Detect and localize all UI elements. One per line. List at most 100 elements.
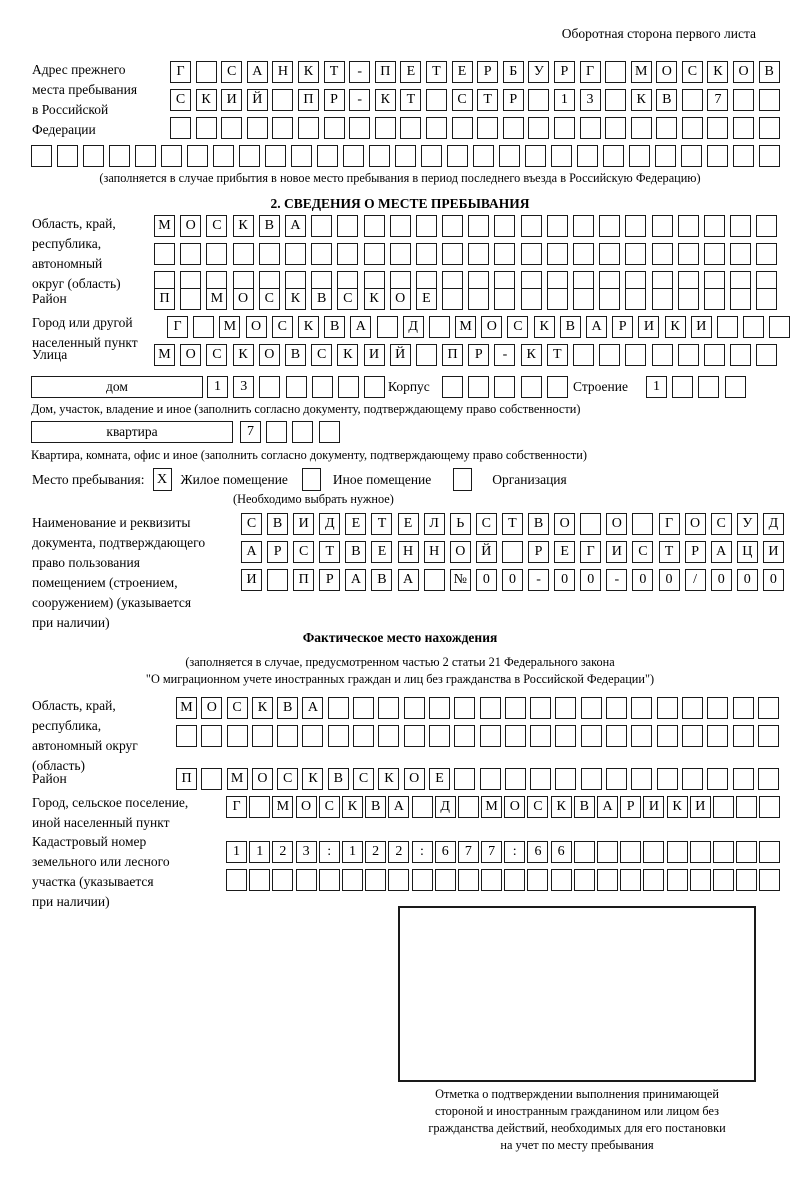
- char-cell[interactable]: [605, 89, 627, 111]
- char-cell[interactable]: [442, 243, 464, 265]
- char-cell[interactable]: [732, 697, 754, 719]
- char-cell[interactable]: Ь: [449, 513, 471, 535]
- char-cell[interactable]: К: [378, 768, 400, 790]
- char-cell[interactable]: [494, 288, 516, 310]
- char-cell[interactable]: Г: [579, 61, 601, 83]
- char-cell[interactable]: [468, 288, 490, 310]
- char-cell[interactable]: М: [154, 344, 175, 366]
- char-cell[interactable]: [707, 117, 729, 139]
- char-cell[interactable]: М: [206, 288, 228, 310]
- char-cell[interactable]: [599, 344, 621, 366]
- char-cell[interactable]: [681, 89, 703, 111]
- char-cell[interactable]: [631, 725, 653, 747]
- char-cell[interactable]: Г: [170, 61, 191, 83]
- char-cell[interactable]: 7: [707, 89, 729, 111]
- char-cell[interactable]: [502, 117, 524, 139]
- char-cell[interactable]: [272, 89, 294, 111]
- char-cell[interactable]: В: [258, 215, 280, 237]
- char-cell[interactable]: А: [710, 541, 732, 563]
- char-cell[interactable]: Р: [553, 61, 575, 83]
- char-cell[interactable]: [579, 117, 601, 139]
- char-cell[interactable]: [57, 145, 78, 167]
- char-cell[interactable]: Л: [423, 513, 445, 535]
- char-cell[interactable]: [573, 869, 595, 891]
- char-cell[interactable]: [625, 243, 647, 265]
- char-cell[interactable]: [743, 316, 765, 338]
- char-cell[interactable]: [376, 316, 398, 338]
- char-cell[interactable]: 6: [527, 841, 549, 863]
- char-cell[interactable]: К: [664, 316, 686, 338]
- char-cell[interactable]: А: [597, 796, 618, 818]
- char-cell[interactable]: П: [442, 344, 464, 366]
- char-cell[interactable]: [239, 145, 260, 167]
- char-cell[interactable]: [555, 725, 577, 747]
- char-cell[interactable]: [712, 796, 734, 818]
- char-cell[interactable]: [468, 215, 490, 237]
- char-cell[interactable]: [733, 89, 755, 111]
- char-cell[interactable]: [527, 869, 549, 891]
- char-cell[interactable]: [468, 243, 490, 265]
- char-cell[interactable]: [291, 145, 312, 167]
- char-cell[interactable]: [707, 768, 729, 790]
- char-cell[interactable]: А: [246, 61, 268, 83]
- char-cell[interactable]: [170, 117, 191, 139]
- char-cell[interactable]: М: [176, 697, 197, 719]
- char-cell[interactable]: Р: [502, 89, 524, 111]
- char-cell[interactable]: [703, 288, 725, 310]
- char-cell[interactable]: 0: [762, 569, 784, 591]
- char-cell[interactable]: С: [507, 316, 529, 338]
- char-cell[interactable]: [553, 117, 575, 139]
- char-cell[interactable]: [525, 145, 546, 167]
- char-cell[interactable]: [378, 697, 400, 719]
- char-cell[interactable]: Е: [415, 288, 437, 310]
- char-cell[interactable]: [109, 145, 130, 167]
- char-cell[interactable]: [703, 243, 725, 265]
- char-cell[interactable]: [323, 117, 345, 139]
- char-cell[interactable]: [573, 243, 594, 265]
- char-cell[interactable]: [580, 725, 602, 747]
- char-cell[interactable]: [415, 344, 437, 366]
- char-cell[interactable]: [707, 697, 729, 719]
- char-cell[interactable]: [769, 316, 791, 338]
- char-cell[interactable]: [311, 243, 333, 265]
- char-cell[interactable]: М: [455, 316, 477, 338]
- char-cell[interactable]: С: [258, 288, 280, 310]
- char-cell[interactable]: С: [632, 541, 654, 563]
- char-cell[interactable]: [757, 768, 779, 790]
- char-cell[interactable]: 1: [207, 376, 228, 398]
- char-cell[interactable]: [201, 725, 223, 747]
- char-cell[interactable]: П: [297, 89, 319, 111]
- char-cell[interactable]: [499, 145, 520, 167]
- char-cell[interactable]: [730, 243, 752, 265]
- confirmation-stamp-box[interactable]: [398, 906, 756, 1082]
- char-cell[interactable]: И: [221, 89, 243, 111]
- char-cell[interactable]: П: [374, 61, 396, 83]
- char-cell[interactable]: В: [573, 796, 595, 818]
- char-cell[interactable]: [605, 61, 627, 83]
- char-cell[interactable]: [337, 243, 359, 265]
- char-cell[interactable]: [425, 117, 447, 139]
- char-cell[interactable]: [724, 376, 746, 398]
- char-cell[interactable]: [546, 215, 568, 237]
- char-cell[interactable]: [599, 243, 621, 265]
- char-cell[interactable]: О: [606, 513, 628, 535]
- char-cell[interactable]: [528, 89, 550, 111]
- char-cell[interactable]: [573, 841, 595, 863]
- document-row-3[interactable]: И П Р А В А № 0 0-0 0-0 0/0 0 0: [241, 569, 789, 591]
- char-cell[interactable]: [730, 288, 752, 310]
- char-cell[interactable]: А: [302, 697, 324, 719]
- char-cell[interactable]: Ц: [736, 541, 758, 563]
- char-cell[interactable]: Й: [475, 541, 497, 563]
- char-cell[interactable]: В: [559, 316, 581, 338]
- char-cell[interactable]: О: [232, 288, 254, 310]
- char-cell[interactable]: [672, 376, 694, 398]
- char-cell[interactable]: К: [232, 215, 254, 237]
- char-cell[interactable]: [758, 117, 780, 139]
- char-cell[interactable]: [703, 215, 725, 237]
- char-cell[interactable]: [311, 215, 333, 237]
- char-cell[interactable]: [550, 869, 572, 891]
